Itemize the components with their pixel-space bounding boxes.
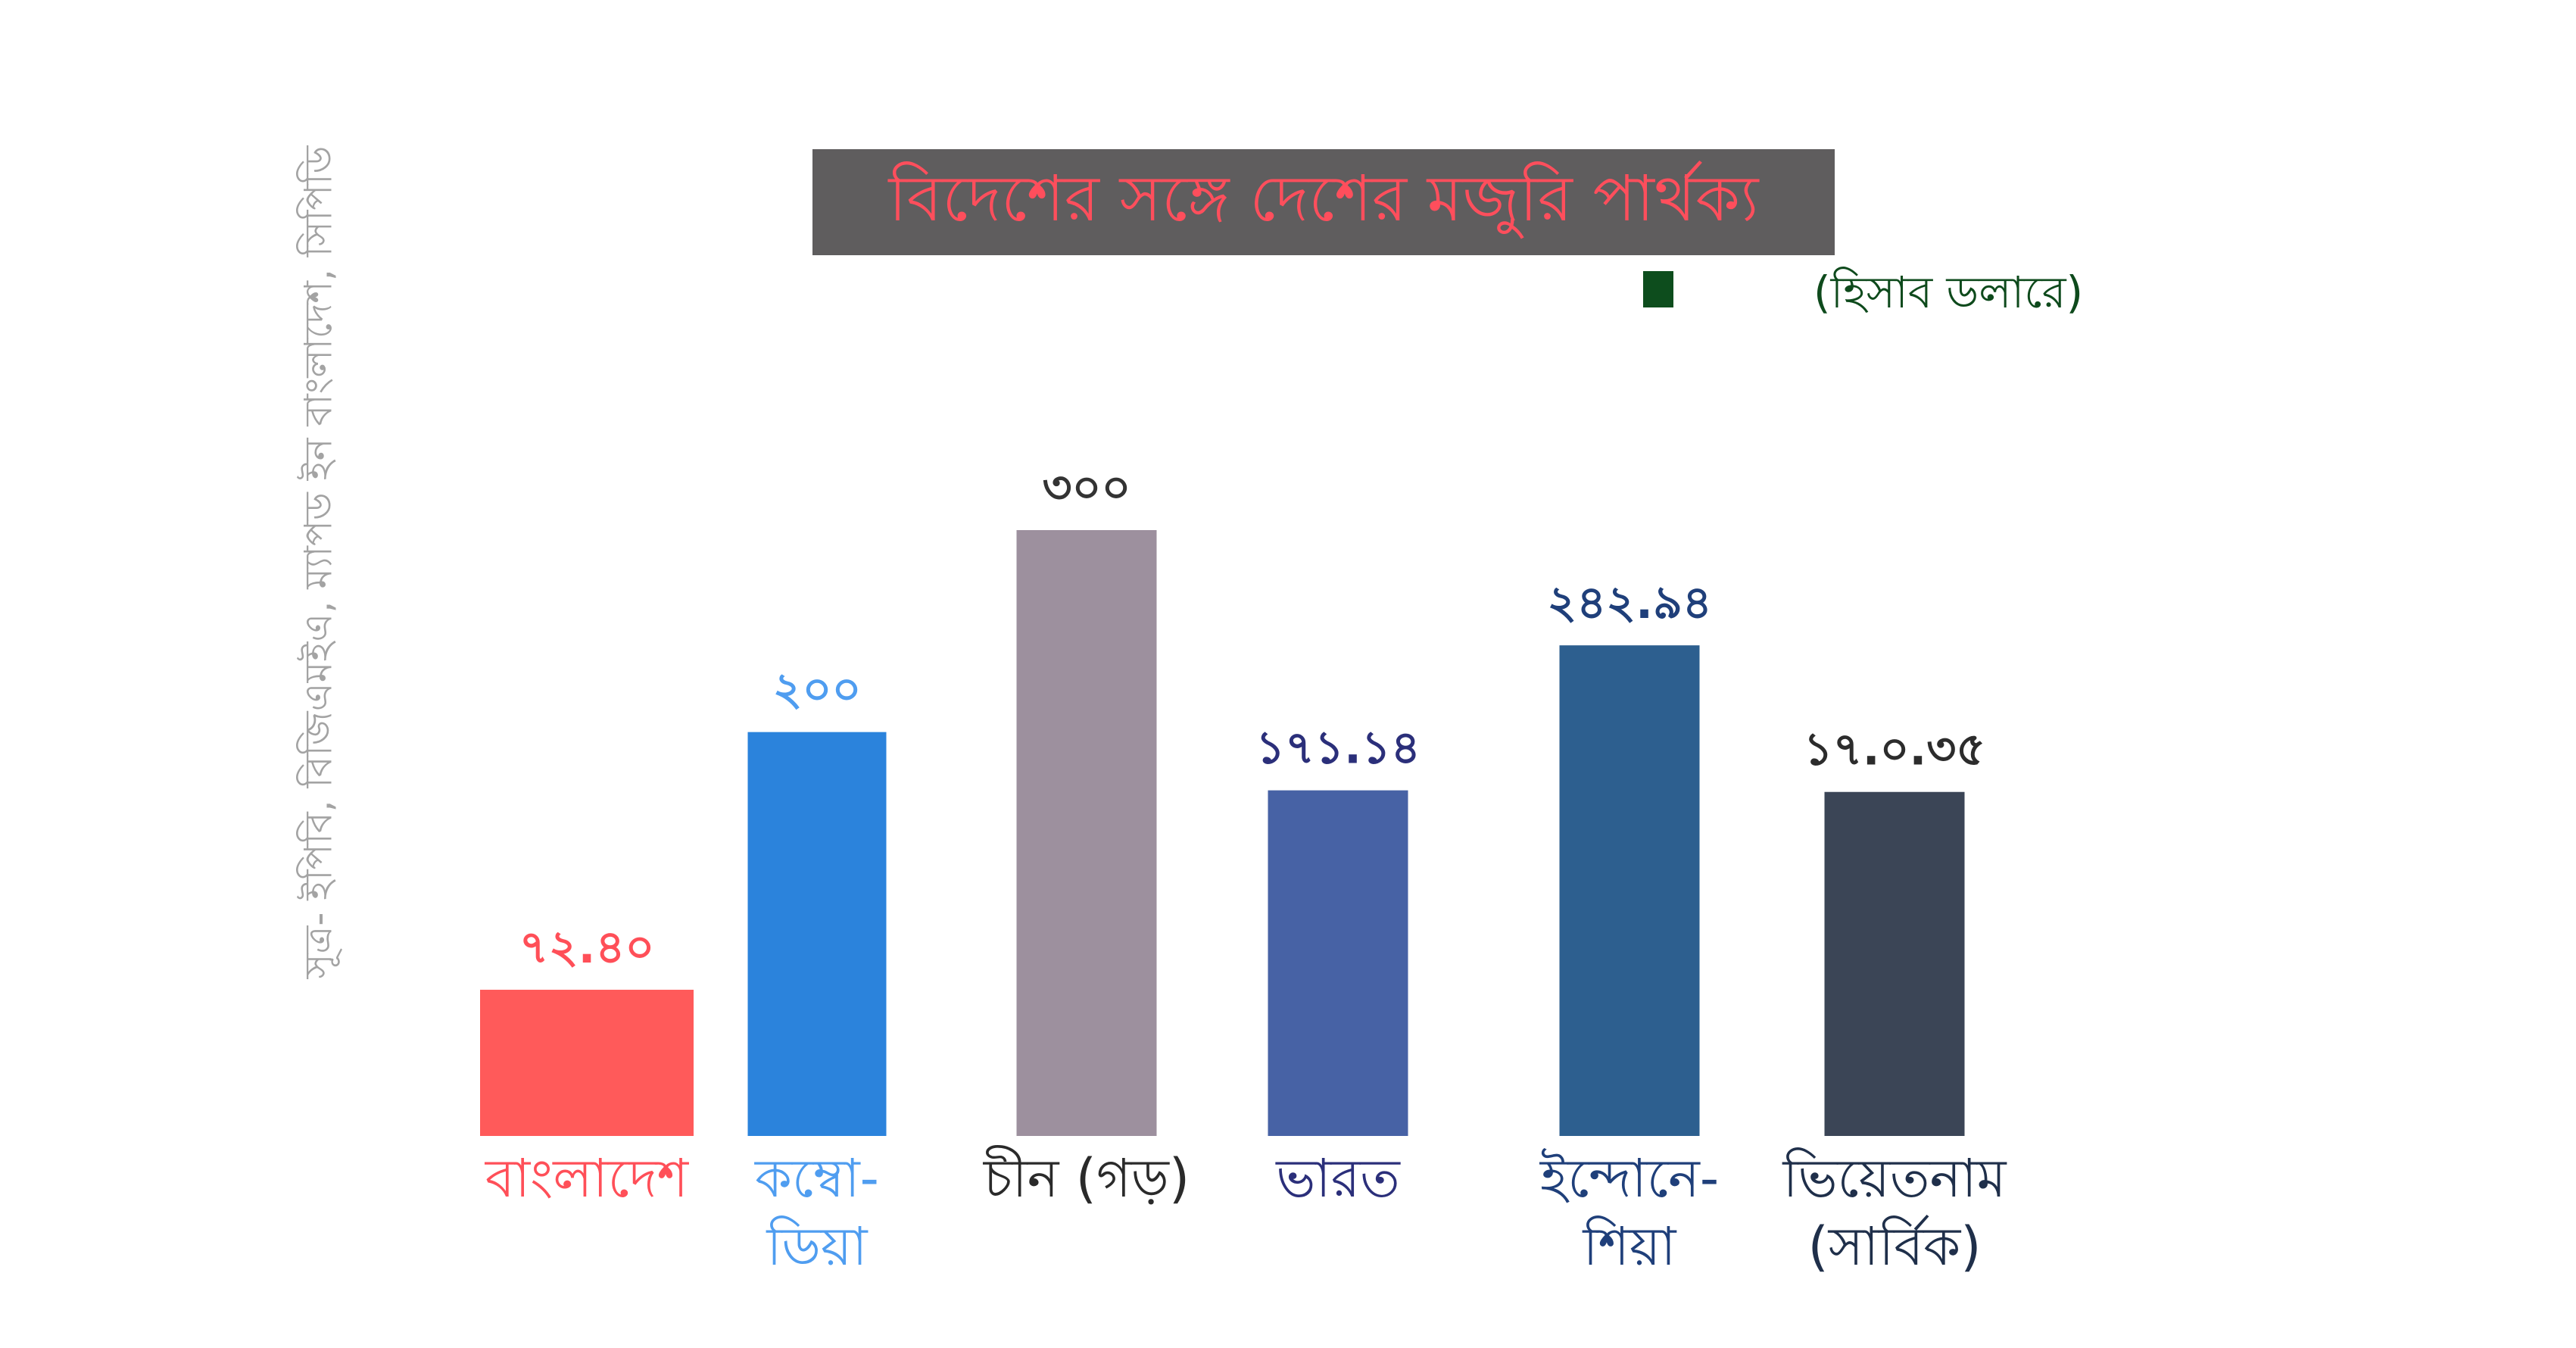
category-label-3: ভারত [1275,1147,1401,1209]
category-label-1: কম্বো-ডিয়া [754,1147,879,1278]
value-label-0: ৭২.৪০ [519,921,655,974]
value-label-1: ২০০ [772,663,861,716]
bar-5 [1824,791,1965,1136]
legend-swatch [1643,271,1673,307]
category-label-line: ভিয়েতনাম [1782,1147,2007,1209]
bar-1 [747,732,887,1136]
bar-2 [1016,530,1157,1136]
bar-0 [480,989,694,1136]
bar-3 [1268,790,1408,1136]
category-label-line: (সার্বিক) [1807,1215,1981,1278]
category-label-line: কম্বো- [754,1147,879,1209]
category-label-line: শিয়া [1583,1215,1678,1278]
category-label-0: বাংলাদেশ [485,1147,690,1209]
value-label-4: ২৪২.৯৪ [1547,576,1712,629]
category-label-5: ভিয়েতনাম (সার্বিক) [1782,1147,2007,1278]
category-label-line: চীন (গড়) [983,1145,1190,1209]
unit-note: (হিসাব ডলারে) [1813,267,2084,318]
value-label-5: ১৭.০.৩৫ [1804,723,1986,776]
value-label-2: ৩০০ [1042,461,1131,514]
bar-4 [1559,645,1700,1136]
category-label-line: বাংলাদেশ [485,1147,690,1209]
category-label-4: ইন্দোনে-শিয়া [1539,1147,1719,1278]
category-label-line: ইন্দোনে- [1539,1147,1719,1209]
category-label-line: ডিয়া [766,1215,869,1278]
value-label-3: ১৭১.১৪ [1255,722,1421,775]
category-label-line: ভারত [1275,1147,1401,1209]
chart-title-box: বিদেশের সঙ্গে দেশের মজুরি পার্থক্য [812,149,1835,255]
category-label-2: চীন (গড়) [983,1145,1190,1209]
chart-title: বিদেশের সঙ্গে দেশের মজুরি পার্থক্য [888,161,1759,236]
